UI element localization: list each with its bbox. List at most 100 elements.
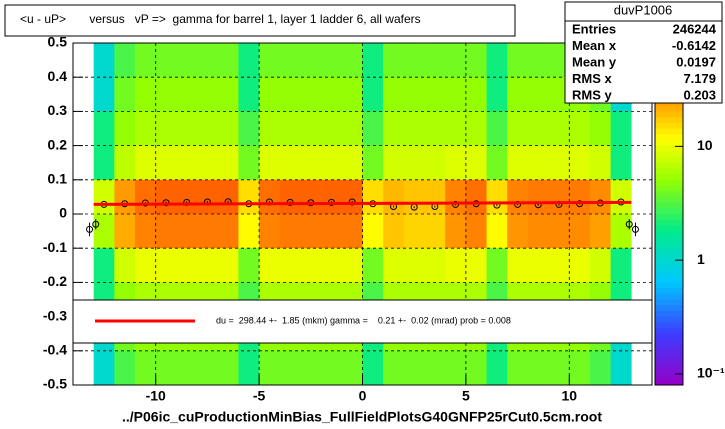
x-tick-label: -10 — [146, 388, 166, 404]
heat-cell — [300, 111, 322, 146]
heat-cell — [569, 350, 591, 386]
stats-name: duvP1006 — [614, 2, 673, 17]
colorbar-cell — [655, 134, 683, 141]
colorbar-cell — [655, 185, 683, 192]
heat-cell — [362, 248, 384, 283]
heat-cell — [93, 111, 115, 146]
heat-cell — [589, 350, 611, 386]
heat-cell — [197, 145, 219, 181]
heat-cell — [465, 111, 487, 146]
heat-cell — [93, 179, 115, 215]
heat-cell — [341, 248, 363, 283]
heat-cell — [362, 111, 384, 146]
heat-cell — [403, 43, 425, 78]
heat-cell — [155, 214, 177, 249]
heat-cell — [403, 179, 425, 215]
colorbar-cell — [655, 248, 683, 255]
heat-cell — [527, 111, 549, 146]
heat-cell — [527, 214, 549, 249]
heat-cell — [341, 350, 363, 386]
heat-cell — [383, 43, 405, 78]
colorbar-cell — [655, 219, 683, 226]
heat-cell — [589, 145, 611, 181]
heat-cell — [362, 145, 384, 181]
heat-cell — [341, 214, 363, 249]
colorbar-cell — [655, 162, 683, 169]
colorbar-cell — [655, 208, 683, 215]
z-tick-label: 10⁻¹ — [697, 365, 725, 381]
colorbar-cell — [655, 316, 683, 323]
heat-cell — [321, 77, 343, 112]
heat-cell — [300, 145, 322, 181]
colorbar-cell — [655, 259, 683, 266]
heat-cell — [259, 77, 281, 112]
heat-cell — [341, 145, 363, 181]
heat-cell — [362, 350, 384, 386]
heat-cell — [321, 111, 343, 146]
heat-cell — [217, 214, 239, 249]
heat-cell — [321, 145, 343, 181]
heat-cell — [445, 179, 467, 215]
heat-cell — [93, 214, 115, 249]
heat-cell — [279, 77, 301, 112]
colorbar-cell — [655, 299, 683, 306]
heat-cell — [197, 248, 219, 283]
colorbar-cell — [655, 202, 683, 209]
heat-cell — [114, 214, 136, 249]
heat-cell — [93, 77, 115, 112]
footer: ../P06ic_cuProductionMinBias_FullFieldPl… — [122, 409, 602, 425]
heat-cell — [383, 145, 405, 181]
heat-cell — [507, 145, 529, 181]
heat-cell — [548, 350, 570, 386]
heat-cell — [507, 350, 529, 386]
heat-cell — [610, 350, 632, 386]
colorbar-cell — [655, 288, 683, 295]
heat-cell — [569, 145, 591, 181]
heat-cell — [403, 350, 425, 386]
heat-cell — [486, 350, 508, 386]
heat-cell — [300, 248, 322, 283]
colorbar-cell — [655, 362, 683, 369]
heat-cell — [176, 111, 198, 146]
heat-cell — [259, 179, 281, 215]
heat-cell — [300, 43, 322, 78]
colorbar-cell — [655, 350, 683, 357]
heat-cell — [362, 179, 384, 215]
heat-cell — [197, 111, 219, 146]
heat-cell — [217, 43, 239, 78]
y-tick-label: 0 — [59, 205, 67, 221]
heat-cell — [176, 214, 198, 249]
colorbar-cell — [655, 367, 683, 375]
colorbar-cell — [655, 305, 683, 312]
heat-cell — [445, 43, 467, 78]
colorbar-cell — [655, 214, 683, 221]
heat-cell — [93, 43, 115, 78]
heat-cell — [486, 248, 508, 283]
heat-cell — [93, 248, 115, 283]
y-tick-label: 0.5 — [48, 34, 68, 50]
heat-cell — [197, 179, 219, 215]
heat-cell — [465, 350, 487, 386]
heat-cell — [155, 179, 177, 215]
heat-cell — [321, 248, 343, 283]
heat-cell — [445, 145, 467, 181]
heat-cell — [548, 111, 570, 146]
heat-cell — [155, 111, 177, 146]
heat-cell — [197, 43, 219, 78]
colorbar-cell — [655, 122, 683, 129]
heat-cell — [238, 179, 260, 215]
heat-cell — [465, 145, 487, 181]
heat-cell — [445, 350, 467, 386]
heat-cell — [424, 350, 446, 386]
heat-cell — [114, 43, 136, 78]
heat-cell — [362, 43, 384, 78]
heat-cell — [383, 248, 405, 283]
stats-label: Mean y — [572, 54, 617, 69]
heat-cell — [155, 248, 177, 283]
colorbar-cell — [655, 145, 683, 152]
heat-cell — [548, 214, 570, 249]
heat-cell — [610, 248, 632, 283]
heat-cell — [93, 350, 115, 386]
colorbar-cell — [655, 174, 683, 181]
heat-cell — [238, 214, 260, 249]
